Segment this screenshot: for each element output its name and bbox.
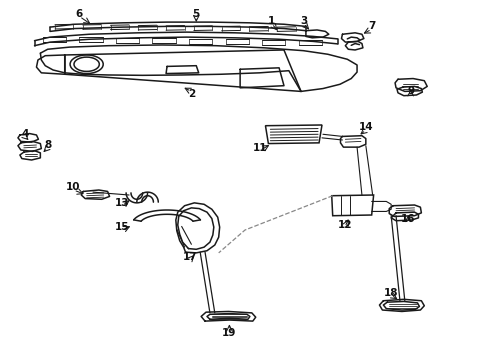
Text: 14: 14 bbox=[359, 122, 373, 132]
Text: 6: 6 bbox=[76, 9, 83, 19]
Text: 9: 9 bbox=[407, 86, 414, 96]
Text: 15: 15 bbox=[115, 222, 129, 232]
Text: 7: 7 bbox=[368, 21, 375, 31]
Text: 13: 13 bbox=[115, 198, 129, 208]
Text: 3: 3 bbox=[300, 16, 307, 26]
Text: 5: 5 bbox=[193, 9, 200, 19]
Text: 17: 17 bbox=[183, 252, 198, 262]
Text: 8: 8 bbox=[44, 140, 51, 150]
Text: 1: 1 bbox=[268, 16, 275, 26]
Text: 10: 10 bbox=[66, 182, 81, 192]
Text: 16: 16 bbox=[401, 214, 416, 224]
Text: 12: 12 bbox=[338, 220, 352, 230]
Text: 11: 11 bbox=[252, 143, 267, 153]
Text: 4: 4 bbox=[21, 129, 28, 139]
Text: 18: 18 bbox=[384, 288, 398, 297]
Text: 2: 2 bbox=[188, 89, 195, 99]
Text: 19: 19 bbox=[222, 328, 237, 338]
